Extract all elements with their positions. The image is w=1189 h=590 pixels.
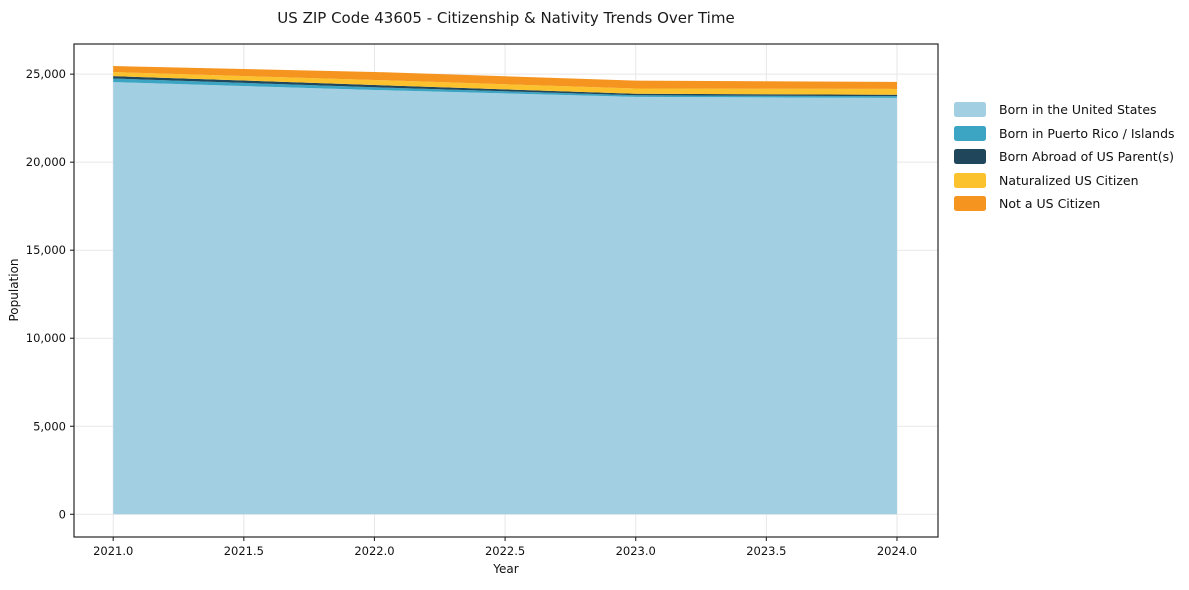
legend-item-born-in-us: Born in the United States <box>954 102 1175 117</box>
plot-border <box>73 43 939 538</box>
area-born-in-puerto-rico-islands <box>113 78 897 98</box>
y-tick-label: 5,000 <box>33 419 66 433</box>
legend-item-born-puerto-rico: Born in Puerto Rico / Islands <box>954 125 1175 141</box>
x-tick-label: 2021.0 <box>93 544 133 558</box>
area-naturalized-us-citizen <box>113 72 897 95</box>
chart-title: US ZIP Code 43605 - Citizenship & Nativi… <box>277 9 734 27</box>
legend-label: Born in Puerto Rico / Islands <box>999 125 1175 141</box>
x-tick-label: 2024.0 <box>877 544 917 558</box>
chart-generated-layer: 2021.0 2021.5 2022.0 2022.5 2023.0 2023.5 2024… <box>26 43 939 558</box>
y-tick-label: 0 <box>59 507 66 521</box>
legend-swatch-born-puerto-rico <box>954 125 986 141</box>
y-tick-label: 20,000 <box>26 155 66 169</box>
x-tick-label: 2023.0 <box>616 544 656 558</box>
legend-item-not-citizen: Not a US Citizen <box>954 196 1175 211</box>
y-tick-label: 15,000 <box>26 243 66 257</box>
x-tick-label: 2022.0 <box>354 544 394 558</box>
y-axis-label: Population <box>7 258 21 321</box>
legend-swatch-not-citizen <box>954 196 986 211</box>
legend-label: Not a US Citizen <box>999 196 1101 211</box>
legend-label: Naturalized US Citizen <box>999 172 1139 188</box>
y-tick-label: 10,000 <box>26 331 66 345</box>
legend-swatch-naturalized <box>954 172 986 188</box>
area-born-in-the-united-states <box>113 82 897 515</box>
chart-legend: Born in the United States Born in Puerto… <box>954 102 1175 211</box>
y-tick-label: 25,000 <box>26 67 66 81</box>
legend-item-naturalized: Naturalized US Citizen <box>954 172 1175 188</box>
x-axis-label: Year <box>492 562 518 576</box>
legend-item-born-abroad: Born Abroad of US Parent(s) <box>954 149 1175 164</box>
area-not-a-us-citizen <box>113 66 897 89</box>
legend-label: Born Abroad of US Parent(s) <box>999 149 1174 164</box>
legend-swatch-born-abroad <box>954 149 986 164</box>
x-tick-label: 2021.5 <box>224 544 264 558</box>
x-tick-label: 2022.5 <box>485 544 525 558</box>
legend-label: Born in the United States <box>999 102 1157 117</box>
x-tick-label: 2023.5 <box>746 544 786 558</box>
legend-swatch-born-in-us <box>954 102 986 117</box>
